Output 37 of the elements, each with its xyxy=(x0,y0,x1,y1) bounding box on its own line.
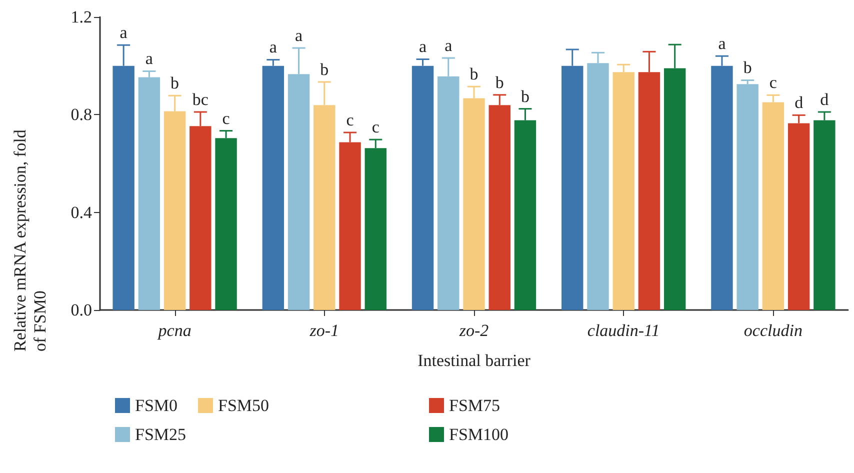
y-tick-label: 1.2 xyxy=(70,8,92,26)
data-label: d xyxy=(820,90,830,109)
legend-label: FSM0 xyxy=(135,396,178,415)
data-label: d xyxy=(794,93,804,112)
data-label: a xyxy=(444,36,453,56)
bar xyxy=(736,84,758,310)
data-label: a xyxy=(145,49,154,68)
data-label: c xyxy=(346,110,354,130)
data-label: a xyxy=(120,23,128,42)
data-label: b xyxy=(743,58,752,78)
data-label: bc xyxy=(192,90,209,109)
x-tick-label: occludin xyxy=(744,321,802,340)
legend-label: FSM50 xyxy=(218,396,270,415)
data-label: a xyxy=(269,38,278,57)
legend-label: FSM75 xyxy=(449,396,500,415)
x-tick-label: pcna xyxy=(157,321,192,340)
data-label: b xyxy=(495,72,504,92)
data-label: c xyxy=(769,73,778,92)
y-axis-title: Relative mRNA expression, fold of FSM0 xyxy=(10,125,50,352)
data-label: b xyxy=(520,86,530,106)
y-tick-label: 0.4 xyxy=(70,202,92,222)
data-label: b xyxy=(170,74,180,93)
data-label: c xyxy=(372,118,380,137)
data-label: b xyxy=(470,64,478,84)
x-axis-title: Intestinal barrier xyxy=(418,351,531,370)
data-label: a xyxy=(718,34,726,54)
y-tick-label: 0.0 xyxy=(70,300,92,320)
data-label: a xyxy=(295,26,304,46)
x-tick-label: zo-1 xyxy=(308,321,340,340)
legend-label: FSM100 xyxy=(449,425,509,444)
y-tick-label: 0.8 xyxy=(70,105,92,124)
data-label: b xyxy=(320,60,329,79)
x-tick-label: claudin-11 xyxy=(587,321,660,340)
x-tick-label: zo-2 xyxy=(458,321,490,340)
data-label: a xyxy=(418,37,427,56)
data-label: c xyxy=(222,108,230,128)
legend-label: FSM25 xyxy=(135,425,186,444)
